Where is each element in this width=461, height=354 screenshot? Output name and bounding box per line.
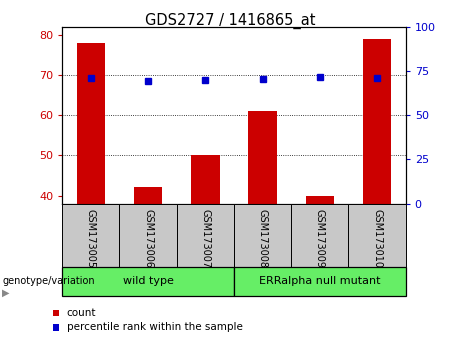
Bar xyxy=(234,267,406,296)
Bar xyxy=(191,155,219,204)
Text: percentile rank within the sample: percentile rank within the sample xyxy=(67,322,243,332)
Bar xyxy=(291,204,349,267)
Bar xyxy=(119,204,177,267)
Bar xyxy=(248,111,277,204)
Text: GSM173006: GSM173006 xyxy=(143,209,153,268)
Text: ▶: ▶ xyxy=(2,288,10,298)
Bar xyxy=(62,267,234,296)
Text: GSM173010: GSM173010 xyxy=(372,209,382,268)
Text: genotype/variation: genotype/variation xyxy=(2,276,95,286)
Text: GSM173008: GSM173008 xyxy=(258,209,267,268)
Bar xyxy=(363,39,391,204)
Bar xyxy=(134,188,162,204)
Text: GSM173007: GSM173007 xyxy=(201,209,210,268)
Bar xyxy=(177,204,234,267)
Bar xyxy=(77,42,105,204)
Text: GSM173005: GSM173005 xyxy=(86,209,96,268)
Text: GSM173009: GSM173009 xyxy=(315,209,325,268)
Text: GDS2727 / 1416865_at: GDS2727 / 1416865_at xyxy=(145,12,316,29)
Bar xyxy=(62,204,119,267)
Bar xyxy=(234,204,291,267)
Text: count: count xyxy=(67,308,96,318)
Text: wild type: wild type xyxy=(123,276,173,286)
Bar xyxy=(349,204,406,267)
Bar xyxy=(306,195,334,204)
Text: ERRalpha null mutant: ERRalpha null mutant xyxy=(259,276,381,286)
